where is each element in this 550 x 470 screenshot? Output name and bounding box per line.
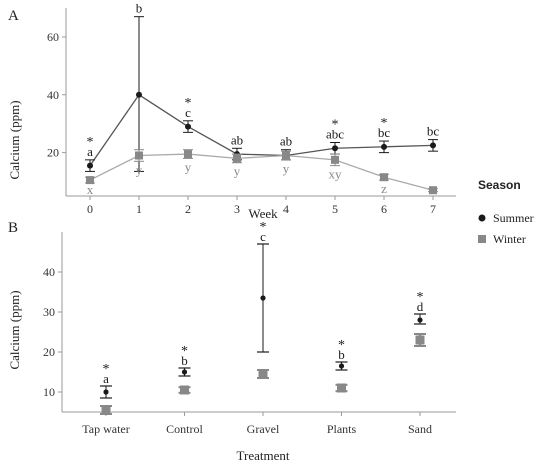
panel-a-winter-point: [86, 176, 94, 185]
panel-a-summer-sig-label: a: [87, 144, 93, 159]
panel-a-summer-point: [381, 143, 387, 150]
panel-a-summer-point: [87, 162, 93, 169]
panel-a-x-tick-label: 1: [136, 202, 142, 216]
panel-a-x-tick-label: 7: [430, 202, 436, 216]
panel-b-x-tick-label: Gravel: [247, 422, 280, 436]
panel-a-x-tick-label: 4: [283, 202, 289, 216]
panel-a-summer-sig-label: ab: [231, 132, 243, 147]
panel-b-summer-sig-label: b: [181, 353, 188, 368]
panel-a-summer-point: [332, 145, 338, 152]
panel-b-y-tick-label: 10: [43, 385, 55, 399]
legend: Season Summer Winter: [478, 178, 534, 246]
panel-a-winter-point: [233, 154, 241, 163]
panel-a-winter-point: [135, 151, 143, 160]
panel-a-significance-star: *: [87, 135, 94, 150]
panel-b-summer-sig-label: a: [103, 371, 109, 386]
panel-a-winter-line: [89, 153, 434, 191]
panel-a-summer-sig-label: ab: [280, 134, 292, 149]
panel-b-summer-point: [181, 369, 188, 375]
panel-a-winter-sig-label: y: [136, 162, 143, 177]
panel-b-summer-sig-label: b: [338, 347, 345, 362]
panel-a-summer-sig-label: abc: [326, 126, 344, 141]
panel-b-winter-point: [258, 369, 268, 379]
panel-a-winter-sig-label: y: [234, 164, 241, 179]
panel-a-y-axis-label: Calcium (ppm): [7, 100, 22, 179]
panel-a-significance-star: *: [185, 96, 192, 111]
panel-a-x-tick-label: 0: [87, 202, 93, 216]
panel-b-winter-point: [101, 405, 111, 415]
panel-a-summer-line: [89, 93, 434, 167]
panel-b-y-tick-label: 20: [43, 345, 55, 359]
panel-b-x-tick-label: Control: [166, 422, 203, 436]
panel-b-x-axis-label: Treatment: [237, 448, 290, 463]
panel-a-significance-star: *: [381, 116, 388, 131]
panel-b-x-tick-label: Plants: [327, 422, 357, 436]
panel-b-winter-point: [180, 385, 189, 395]
panel-b-significance-star: *: [338, 338, 345, 353]
panel-b-winter-point: [337, 383, 346, 393]
panel-b-y-axis-label: Calcium (ppm): [7, 290, 22, 369]
panel-a-winter-point: [429, 186, 437, 195]
panel-a-winter-sig-label: z: [381, 181, 387, 196]
panel-a-winter-sig-label: y: [185, 159, 192, 174]
panel-a-x-axis-label: Week: [248, 206, 278, 221]
panel-a-summer-point: [136, 91, 142, 98]
panel-b-y-tick-label: 30: [43, 305, 55, 319]
panel-a-winter-sig-label: y: [283, 161, 290, 176]
panel-b-significance-star: *: [103, 362, 110, 377]
legend-title: Season: [478, 178, 521, 192]
legend-winter-marker: [478, 235, 486, 243]
panel-b-significance-star: *: [181, 344, 188, 359]
panel-a-winter-point: [282, 151, 290, 160]
panel-b-summer-point: [338, 363, 345, 369]
panel-a-y-tick-label: 20: [47, 146, 59, 160]
panel-a-winter-sig-label: z: [430, 182, 436, 197]
panel-a-summer-sig-label: bc: [378, 125, 391, 140]
panel-a-winter-sig-label: xy: [329, 167, 343, 182]
panel-b-summer-point: [103, 389, 109, 395]
panel-b-y-tick-label: 40: [43, 265, 55, 279]
panel-b-winter-point: [415, 335, 425, 345]
panel-b-summer-point: [417, 317, 423, 323]
panel-a-winter-point: [184, 150, 192, 159]
panel-b-summer-point: [260, 295, 266, 301]
legend-summer-label: Summer: [493, 211, 534, 225]
panel-b-x-tick-label: Sand: [408, 422, 432, 436]
panel-b-summer-sig-label: c: [260, 229, 266, 244]
panel-a-y-tick-label: 40: [47, 88, 59, 102]
panel-a-summer-sig-label: c: [185, 105, 191, 120]
panel-a-y-tick-label: 60: [47, 30, 59, 44]
panel-a-summer-point: [185, 123, 191, 130]
panel-a-letter: A: [8, 8, 19, 24]
panel-a-summer-sig-label: b: [136, 1, 143, 16]
panel-a-winter-sig-label: x: [87, 182, 94, 197]
panel-b-significance-star: *: [260, 220, 267, 235]
legend-summer-marker: [478, 214, 486, 222]
panel-a-x-tick-label: 3: [234, 202, 240, 216]
panel-a-x-tick-label: 6: [381, 202, 387, 216]
panel-b-x-tick-label: Tap water: [82, 422, 129, 436]
panel-a-summer-point: [430, 142, 436, 149]
panel-a-summer-sig-label: bc: [427, 124, 440, 139]
panel-a-winter-point: [331, 155, 339, 164]
panel-a-x-tick-label: 2: [185, 202, 191, 216]
panel-b: B Calcium (ppm) Treatment 10 20 30 40 Tap wa…: [7, 220, 456, 463]
panel-b-summer-sig-label: d: [417, 299, 424, 314]
panel-a-significance-star: *: [332, 117, 339, 132]
legend-winter-label: Winter: [493, 232, 526, 246]
panel-b-significance-star: *: [417, 290, 424, 305]
panel-a-winter-point: [380, 173, 388, 182]
panel-a-x-tick-label: 5: [332, 202, 338, 216]
panel-b-letter: B: [8, 220, 18, 236]
